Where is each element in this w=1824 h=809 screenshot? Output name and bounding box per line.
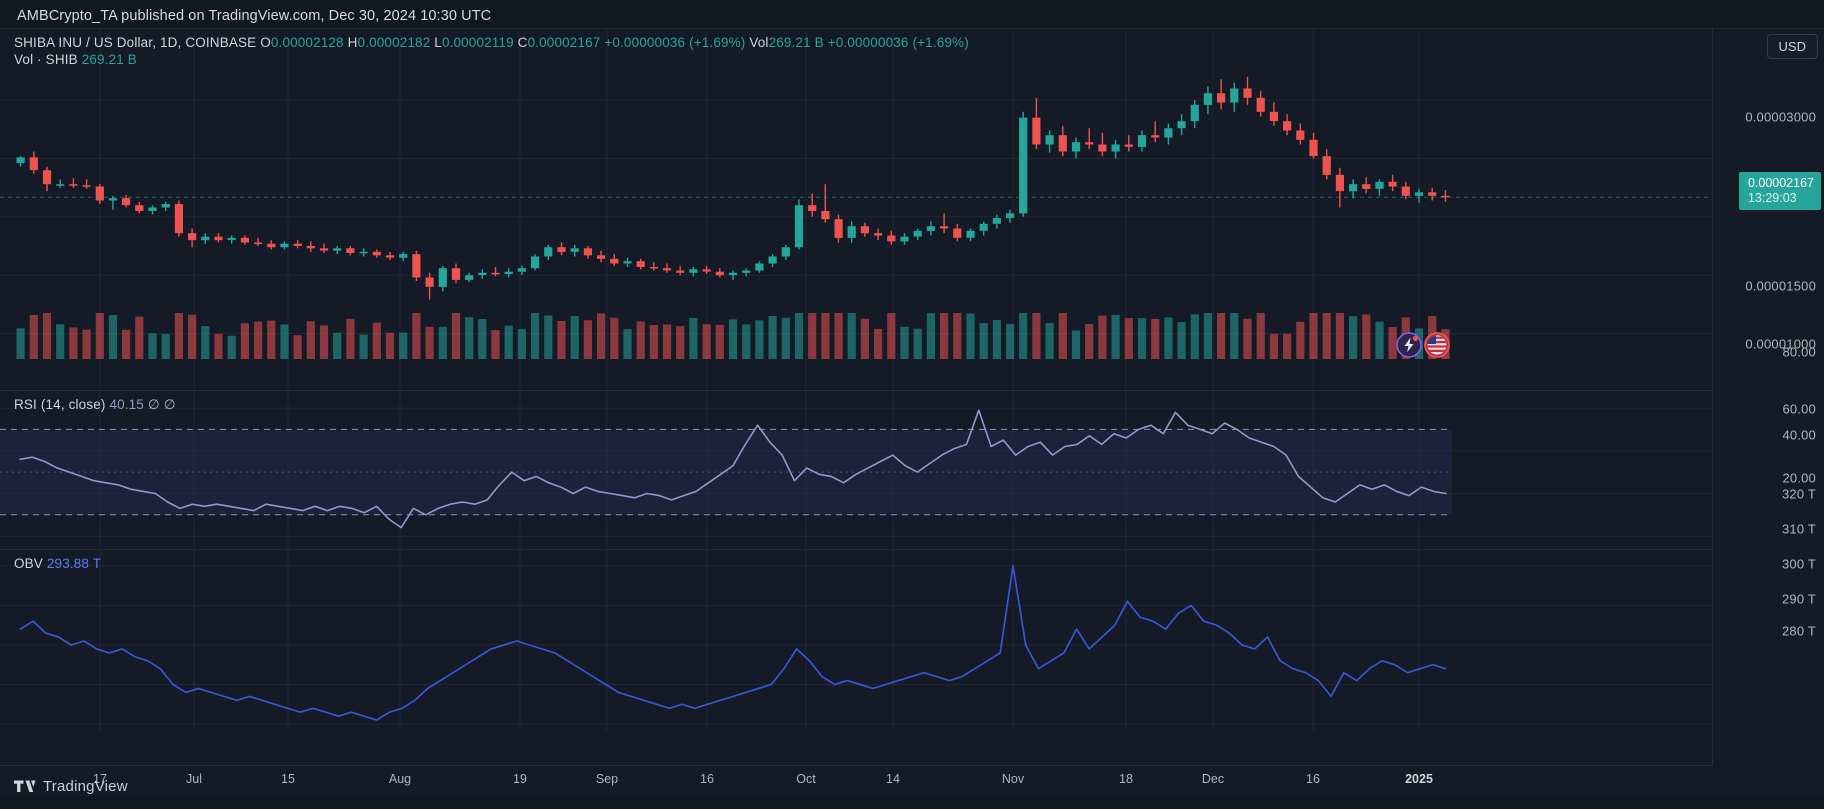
us-flag-badge-icon[interactable]: [1424, 332, 1450, 358]
time-axis-tick: Sep: [595, 772, 619, 786]
time-axis-tick: 17: [93, 772, 107, 786]
obv-legend-title: OBV: [14, 556, 43, 571]
time-axis-tick: 18: [1119, 772, 1133, 786]
rsi-legend[interactable]: RSI (14, close) 40.15 ∅ ∅: [14, 397, 176, 413]
price-pane[interactable]: [0, 29, 1712, 389]
obv-axis-tick: 310 T: [1781, 521, 1816, 537]
price-scale-column[interactable]: USD 0.00003000 0.00002500 0.00001500 0.0…: [1712, 29, 1824, 767]
time-axis-tick: Nov: [1001, 772, 1025, 786]
lightning-badge-icon[interactable]: [1396, 332, 1422, 358]
ohlc-c-label: C: [517, 35, 528, 50]
time-axis-tick: 16: [700, 772, 714, 786]
rsi-line-svg: [0, 391, 1712, 548]
ohlc-h-value: 0.00002182: [357, 35, 431, 50]
vol-value: 269.21 B: [768, 35, 824, 50]
ohlc-c-value: 0.00002167: [527, 35, 601, 50]
time-axis-tick: 19: [513, 772, 527, 786]
volume-legend-title: Vol · SHIB: [14, 52, 78, 67]
rsi-legend-extra-2: ∅: [163, 397, 176, 412]
rsi-legend-value: 40.15: [109, 397, 144, 412]
rsi-axis-tick: 20.00: [1782, 470, 1816, 486]
ohlc-l-value: 0.00002119: [441, 35, 514, 50]
tradingview-brand-label: TradingView: [43, 778, 128, 795]
obv-axis-tick: 290 T: [1781, 591, 1816, 607]
vol-change-abs: +0.00000036: [827, 35, 909, 50]
ohlc-o-label: O: [260, 35, 271, 50]
time-axis-tick: Aug: [388, 772, 412, 786]
current-price-value: 0.00002167: [1747, 176, 1814, 190]
symbol-title: SHIBA INU / US Dollar, 1D, COINBASE: [14, 35, 257, 50]
ohlc-l-label: L: [434, 35, 442, 50]
price-axis-tick: 0.00001500: [1745, 278, 1816, 294]
time-axis-tick: 15: [281, 772, 295, 786]
time-axis-tick-year: 2025: [1405, 772, 1433, 786]
vol-label: Vol: [749, 35, 769, 50]
obv-legend[interactable]: OBV 293.88 T: [14, 556, 101, 571]
time-axis-tick: Dec: [1201, 772, 1225, 786]
time-axis[interactable]: 17 Jul 15 Aug 19 Sep 16 Oct 14 Nov 18 De…: [0, 766, 1824, 796]
current-price-time: 13:29:03: [1747, 191, 1797, 205]
obv-axis-tick: 280 T: [1781, 623, 1816, 639]
rsi-legend-extra-1: ∅: [147, 397, 160, 412]
tradingview-footer[interactable]: TradingView: [14, 778, 128, 795]
price-axis-tick: 0.00003000: [1745, 109, 1816, 125]
plot-column: SHIBA INU / US Dollar, 1D, COINBASE O0.0…: [0, 29, 1712, 767]
price-candlestick-svg: [0, 29, 1712, 389]
rsi-legend-title: RSI (14, close): [14, 397, 106, 412]
ohlc-h-label: H: [347, 35, 358, 50]
volume-legend[interactable]: Vol · SHIB 269.21 B: [14, 52, 137, 67]
time-axis-tick: 14: [886, 772, 900, 786]
tradingview-logo-icon: [14, 779, 36, 794]
current-price-tag[interactable]: 0.00002167 13:29:03: [1738, 172, 1821, 210]
vol-change-pct: (+1.69%): [912, 35, 969, 50]
rsi-axis-tick: 40.00: [1782, 427, 1816, 443]
rsi-axis-tick: 80.00: [1782, 344, 1816, 360]
time-axis-tick: Oct: [796, 772, 816, 786]
time-axis-tick: Jul: [186, 772, 202, 786]
ohlc-o-value: 0.00002128: [270, 35, 344, 50]
obv-axis-tick: 300 T: [1781, 556, 1816, 572]
attribution-text: AMBCrypto_TA published on TradingView.co…: [17, 8, 492, 24]
chart-frame: SHIBA INU / US Dollar, 1D, COINBASE O0.0…: [0, 28, 1824, 767]
obv-legend-value: 293.88 T: [46, 556, 102, 571]
price-axis-tick: 0.00001000: [1745, 336, 1816, 352]
obv-axis-tick: 320 T: [1781, 486, 1816, 502]
change-abs: +0.00000036: [604, 35, 686, 50]
currency-badge[interactable]: USD: [1766, 34, 1818, 59]
rsi-pane[interactable]: [0, 390, 1712, 548]
symbol-legend[interactable]: SHIBA INU / US Dollar, 1D, COINBASE O0.0…: [14, 35, 969, 50]
time-axis-tick: 16: [1306, 772, 1320, 786]
volume-legend-value: 269.21 B: [81, 52, 137, 67]
change-pct: (+1.69%): [689, 35, 746, 50]
rsi-axis-tick: 60.00: [1782, 401, 1816, 417]
obv-pane[interactable]: [0, 549, 1712, 731]
obv-line-svg: [0, 550, 1712, 731]
